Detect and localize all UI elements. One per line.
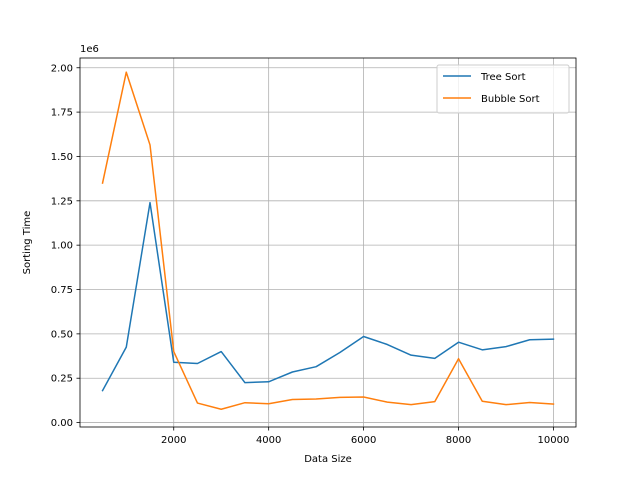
y-tick-label: 0.00 — [51, 418, 73, 429]
y-tick-label: 2.00 — [51, 63, 73, 74]
y-tick-label: 1.25 — [51, 196, 73, 207]
y-axis-ticks: 0.00 0.25 0.50 0.75 1.00 1.25 1.50 1.75 2.00 — [51, 63, 80, 429]
x-tick-label: 6000 — [351, 435, 376, 446]
legend-box — [436, 64, 570, 114]
legend-label: Bubble Sort — [481, 94, 540, 105]
series-group — [101, 71, 555, 411]
y-tick-label: 1.50 — [51, 152, 73, 163]
legend: Tree Sort Bubble Sort — [436, 64, 570, 114]
legend-label: Tree Sort — [480, 72, 526, 83]
plot-frame — [79, 57, 577, 428]
y-tick-label: 1.75 — [51, 108, 73, 119]
x-axis-ticks: 2000 4000 6000 8000 10000 — [161, 427, 569, 446]
x-axis-label: Data Size — [304, 454, 352, 465]
x-tick-label: 10000 — [538, 435, 570, 446]
series-line-bubble-sort — [101, 71, 555, 411]
y-offset-label: 1e6 — [80, 44, 99, 55]
x-tick-label: 2000 — [161, 435, 186, 446]
series-line-tree-sort — [101, 201, 555, 392]
y-tick-label: 1.00 — [51, 241, 73, 252]
x-tick-label: 8000 — [446, 435, 471, 446]
y-tick-label: 0.25 — [51, 374, 73, 385]
y-tick-label: 0.50 — [51, 329, 73, 340]
y-tick-label: 0.75 — [51, 285, 73, 296]
y-axis-label: Sorting Time — [22, 211, 33, 275]
x-tick-label: 4000 — [256, 435, 281, 446]
